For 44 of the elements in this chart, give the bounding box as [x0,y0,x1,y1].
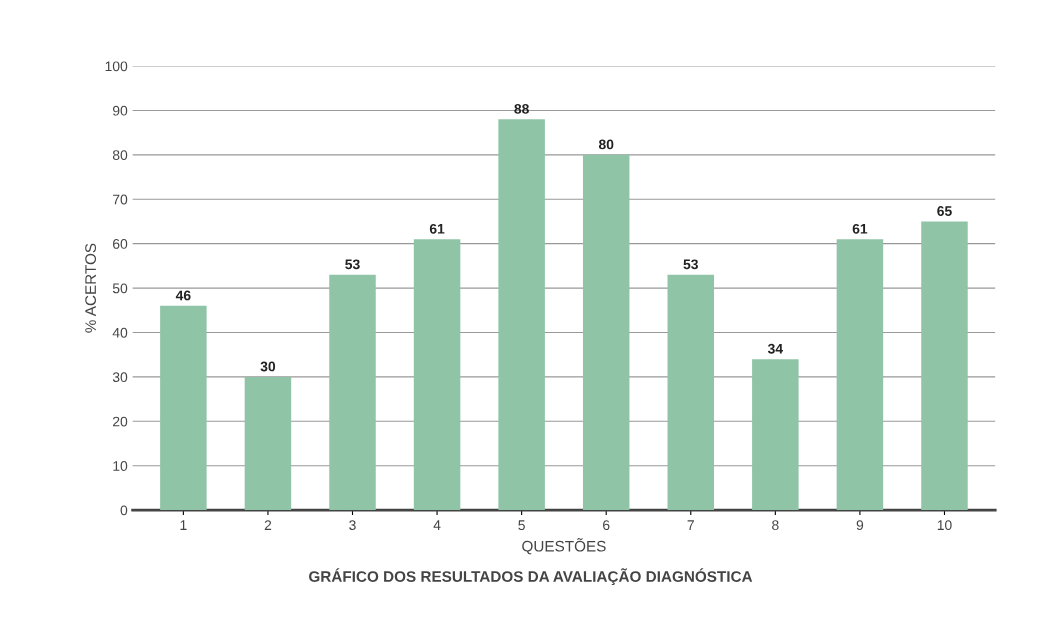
x-tick-label: 1 [180,520,187,530]
x-tick-label: 6 [603,520,610,531]
data-label: 53 [345,259,360,270]
data-label: 53 [683,259,698,270]
text: GRÁFICO DOS RESULTADOS DA AVALIAÇÃO DIAGNÓSTICA [309,568,753,585]
y-tick-label: 10 [113,461,128,471]
x-tick-label: 5 [518,520,525,531]
x-tick-label: 3 [349,520,356,531]
x-axis-title: QUESTÕES [522,538,606,555]
data-label: 61 [852,223,868,234]
bar [413,239,461,511]
x-tick-label: 9 [856,520,864,531]
bar [752,359,799,511]
data-label: 80 [598,139,614,150]
data-label: 30 [260,361,276,372]
bar [836,239,884,511]
bar [329,274,376,511]
y-tick-label: 0 [120,505,128,516]
data-label: 61 [429,223,445,234]
bar [921,221,968,511]
y-tick-label: 90 [112,105,128,116]
y-tick-label: 40 [112,327,128,338]
data-label: 88 [514,103,529,114]
data-label: 65 [937,206,952,216]
bar [160,305,207,511]
y-tick-label: 100 [105,61,128,72]
bar [498,119,545,511]
x-tick-label: 8 [772,520,779,531]
x-tick-label: 2 [264,520,272,530]
y-axis-title: % ACERTOS [85,243,97,333]
bar [244,376,292,511]
y-tick-label: 50 [112,283,128,294]
y-tick-label: 20 [113,416,128,427]
y-tick-label: 60 [113,239,128,249]
data-label: 46 [175,290,191,301]
bar [582,154,630,511]
y-tick-label: 70 [113,194,128,205]
x-tick-label: 10 [937,520,952,531]
y-tick-label: 80 [112,150,128,161]
y-tick-label: 30 [112,372,128,383]
bar [667,274,715,511]
x-tick-label: 7 [687,520,694,530]
x-tick-label: 4 [433,520,441,530]
data-label: 34 [767,343,783,354]
